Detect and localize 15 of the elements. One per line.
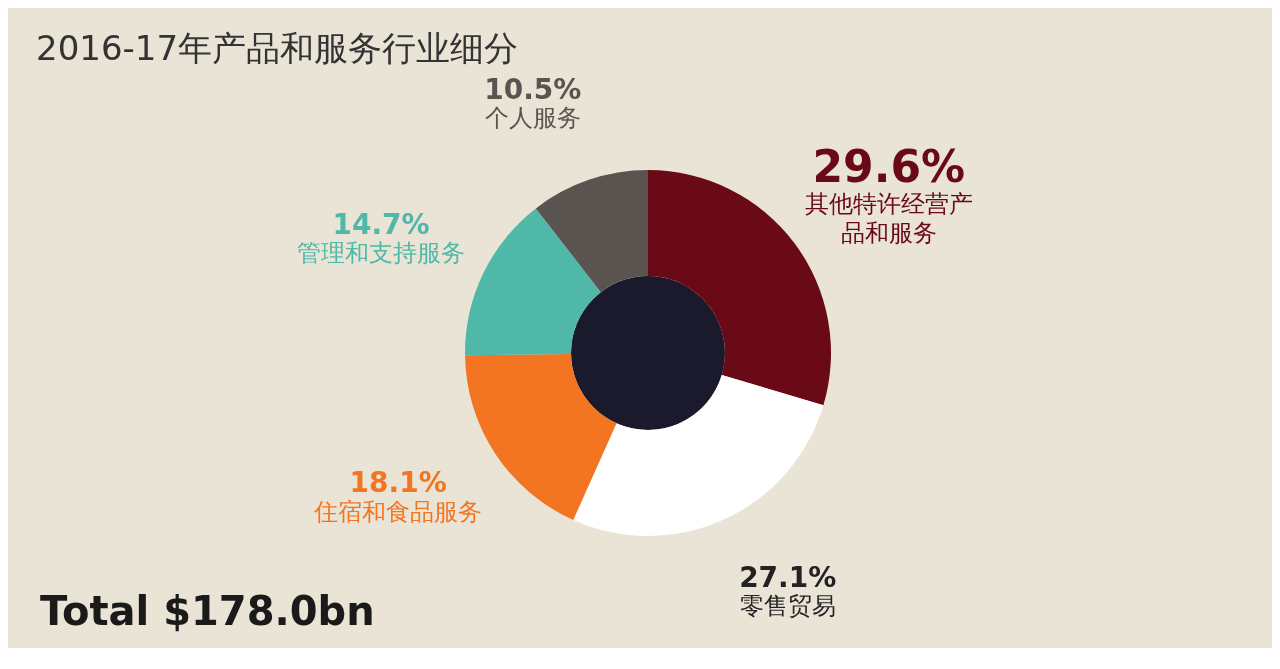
slice-label: 管理和支持服务 — [297, 239, 466, 268]
slice-label: 住宿和食品服务 — [314, 497, 483, 527]
data-label: 10.5% — [484, 73, 582, 107]
text: Total $178.0bn — [40, 588, 375, 634]
slice-label: 其他特许经营产品和服务 — [803, 190, 974, 248]
slice-label: 零售贸易 — [739, 592, 836, 622]
data-label: 27.1% — [739, 560, 837, 594]
data-label: 14.7% — [332, 207, 430, 241]
data-label: 29.6% — [812, 140, 966, 192]
donut-slice — [465, 208, 601, 356]
chart-title: 2016-17年产品和服务行业细分 — [36, 27, 519, 70]
data-label: 18.1% — [349, 466, 447, 500]
slice-label: 个人服务 — [484, 104, 581, 134]
donut-slice — [535, 170, 648, 293]
donut-slice — [573, 374, 824, 536]
